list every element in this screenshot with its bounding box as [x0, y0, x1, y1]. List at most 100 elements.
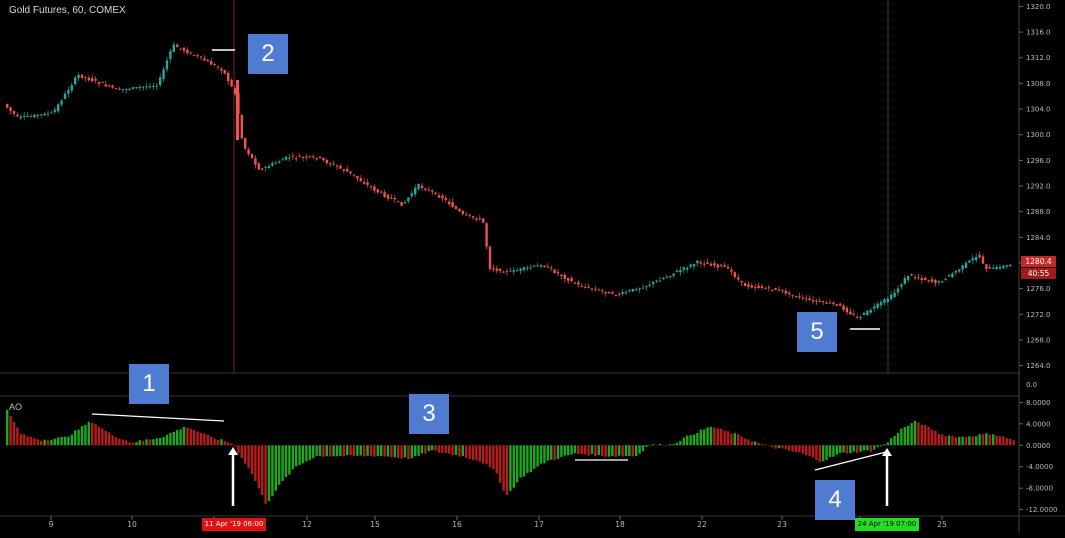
candle-body — [883, 299, 886, 303]
candle-body — [403, 202, 407, 204]
candle-body — [390, 197, 393, 199]
bar-countdown-tag: 40:55 — [1021, 268, 1056, 279]
candle-body — [876, 303, 879, 308]
candle-body — [798, 296, 801, 298]
ao-bar — [125, 440, 128, 446]
ao-bar — [315, 445, 318, 456]
candle-body — [981, 256, 985, 264]
ao-bar — [947, 435, 951, 446]
candle-body — [247, 149, 250, 155]
candle-body — [60, 100, 63, 105]
candle-body — [794, 296, 798, 298]
candle-body — [478, 218, 481, 220]
candle-body — [951, 273, 954, 278]
ao-bar — [386, 445, 390, 457]
candle-body — [944, 279, 947, 281]
ao-bar — [74, 430, 77, 446]
candle-body — [526, 267, 529, 269]
ao-bar — [9, 415, 12, 446]
candle-body — [250, 153, 254, 159]
ao-bar — [954, 437, 957, 446]
candle-body — [645, 285, 648, 288]
ao-bar — [366, 445, 369, 456]
ao-bar — [825, 445, 828, 460]
ao-bar — [142, 440, 145, 446]
ao-bar — [781, 445, 784, 449]
ao-bar — [713, 427, 716, 446]
candle-body — [74, 77, 77, 85]
candle-body — [142, 86, 145, 88]
ao-bar — [951, 435, 954, 446]
candle-body — [386, 194, 390, 199]
arrow-up-1-head — [228, 447, 238, 455]
ao-bar — [628, 445, 631, 456]
candle-body — [743, 282, 747, 287]
candle-body — [896, 288, 900, 293]
pane-zero-label: 0.0 — [1026, 381, 1037, 389]
ao-bar — [339, 445, 342, 456]
candle-body — [220, 68, 223, 71]
candle-body — [907, 275, 910, 280]
symbol-title[interactable]: Gold Futures, 60, COMEX — [9, 5, 126, 16]
candle-body — [529, 267, 532, 269]
ao-bar — [648, 445, 651, 446]
ao-bar — [322, 445, 325, 457]
candle-body — [203, 58, 206, 61]
ao-bar — [485, 445, 488, 465]
ao-bar — [196, 431, 199, 446]
ao-bar — [839, 445, 842, 454]
ao-bar — [764, 444, 767, 446]
candle-body — [40, 114, 43, 116]
candle-body — [278, 161, 281, 163]
candle-body — [281, 159, 284, 161]
candle-body — [811, 299, 815, 302]
price-tick-label: 1284.0 — [1026, 234, 1051, 242]
candle-body — [675, 270, 679, 273]
ao-bar — [108, 432, 111, 446]
candle-body — [995, 266, 998, 270]
candle-body — [828, 302, 832, 304]
candle-body — [233, 88, 237, 94]
ao-bar — [862, 445, 866, 451]
candle-body — [332, 163, 335, 165]
ao-bar — [46, 440, 50, 446]
candle-body — [94, 78, 97, 81]
ao-bar — [233, 445, 237, 447]
candle-body — [448, 201, 451, 205]
ao-bar — [964, 437, 968, 446]
ao-bar — [692, 434, 696, 446]
ao-bar — [563, 445, 566, 456]
price-tick-label: 1316.0 — [1026, 29, 1051, 37]
ao-bar — [380, 445, 383, 456]
candle-body — [839, 303, 842, 306]
candle-body — [594, 289, 597, 291]
candle-body — [556, 271, 560, 274]
ao-bar — [720, 428, 723, 446]
candle-body — [16, 114, 19, 117]
price-tick-label: 1308.0 — [1026, 80, 1051, 88]
ao-bar — [709, 426, 713, 446]
candle-body — [686, 267, 689, 270]
ao-bar — [284, 445, 288, 478]
ao-bar — [240, 445, 243, 459]
candle-body — [988, 266, 991, 269]
candle-body — [227, 72, 230, 82]
ao-bar — [16, 427, 19, 446]
candle-body — [352, 174, 356, 176]
ao-bar — [876, 445, 879, 448]
ao-bar — [193, 430, 196, 446]
ao-bar — [767, 445, 770, 446]
candle-body — [135, 87, 138, 89]
candle-body — [155, 85, 158, 87]
ao-bar — [356, 445, 359, 456]
ao-bar — [556, 445, 560, 459]
ao-bar — [189, 428, 192, 446]
price-tick-label: 1320.0 — [1026, 3, 1051, 11]
ao-indicator-label[interactable]: AO — [9, 402, 23, 412]
candle-body — [111, 85, 114, 88]
candle-body — [87, 77, 90, 81]
ao-bar — [961, 436, 964, 446]
candle-body — [750, 285, 753, 288]
red-date-marker: 11 Apr '19 06:00 — [202, 518, 266, 531]
